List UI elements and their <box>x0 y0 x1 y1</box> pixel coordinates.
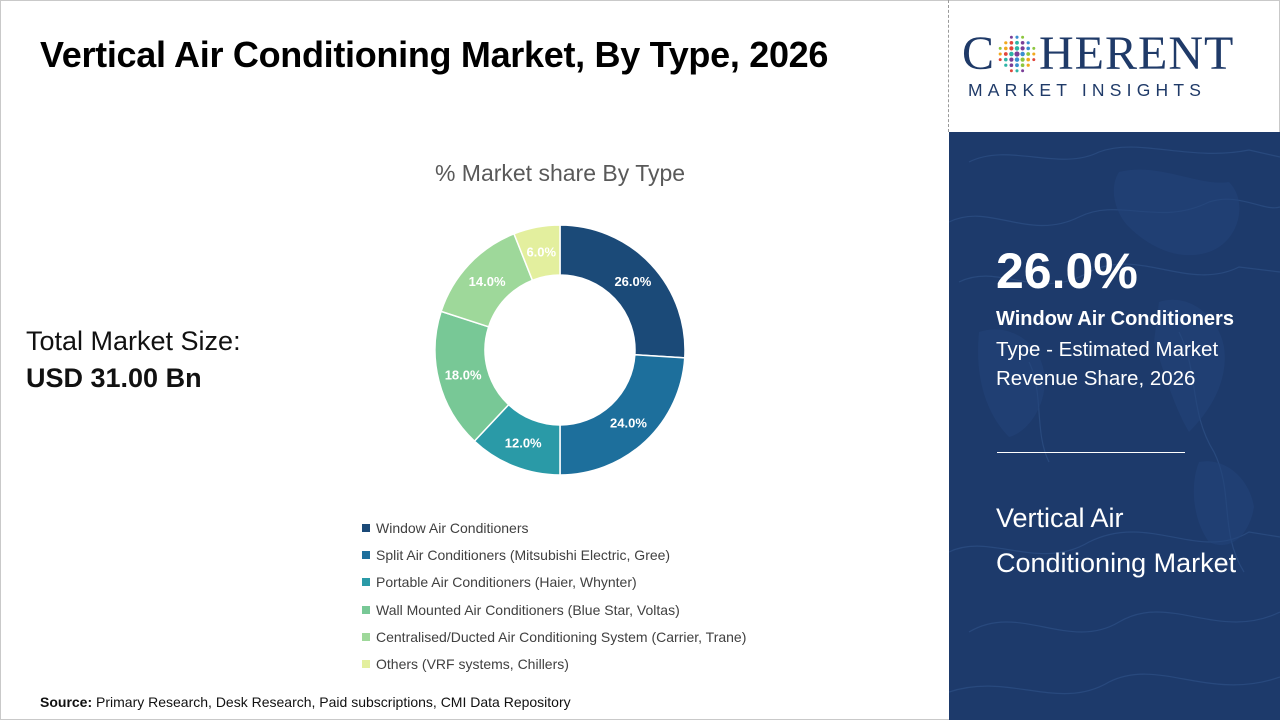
chart-title: % Market share By Type <box>434 160 686 186</box>
legend-item-1: Window Air Conditioners <box>362 514 746 541</box>
source-label: Source: <box>40 694 93 710</box>
legend-item-4: Wall Mounted Air Conditioners (Blue Star… <box>362 596 746 623</box>
highlight-panel: 26.0% Window Air Conditioners Type - Est… <box>949 132 1280 720</box>
legend-swatch <box>362 578 370 587</box>
donut-data-label-3: 12.0% <box>505 435 542 450</box>
market-size-label: Total Market Size: <box>26 326 241 356</box>
donut-data-label-5: 14.0% <box>469 274 506 289</box>
panel-divider <box>997 452 1185 453</box>
legend-label: Centralised/Ducted Air Conditioning Syst… <box>376 628 747 645</box>
legend-label: Portable Air Conditioners (Haier, Whynte… <box>376 574 637 591</box>
donut-data-label-6: 6.0% <box>526 244 556 259</box>
donut-chart: 26.0% 24.0% 12.0% 18.0% 14.0% 6.0% <box>434 224 686 476</box>
legend-label: Others (VRF systems, Chillers) <box>376 656 569 673</box>
logo-tagline: MARKET INSIGHTS <box>968 80 1207 100</box>
donut-data-label-2: 24.0% <box>610 415 647 430</box>
logo-letter-c: C <box>962 27 996 80</box>
legend-swatch <box>362 660 370 669</box>
panel-market-name: Vertical Air Conditioning Market <box>996 503 1237 578</box>
donut-slice-2 <box>559 353 686 476</box>
highlight-description: Type - Estimated Market Revenue Share, 2… <box>996 338 1219 390</box>
legend-swatch <box>362 523 370 532</box>
highlight-value: 26.0% <box>996 243 1138 299</box>
legend-item-5: Centralised/Ducted Air Conditioning Syst… <box>362 623 746 650</box>
globe-dots-icon <box>998 35 1036 73</box>
logo-letters: HERENT <box>1039 27 1235 80</box>
company-logo: C HERENT MARKET INSIGHTS <box>962 30 1266 102</box>
source-note: Source: Primary Research, Desk Research,… <box>40 694 571 710</box>
legend-item-3: Portable Air Conditioners (Haier, Whynte… <box>362 569 746 596</box>
legend-label: Window Air Conditioners <box>376 519 529 536</box>
legend-item-2: Split Air Conditioners (Mitsubishi Elect… <box>362 541 746 568</box>
logo-wordmark: C HERENT <box>962 30 1266 78</box>
legend-item-6: Others (VRF systems, Chillers) <box>362 650 746 677</box>
donut-data-label-1: 26.0% <box>614 274 651 289</box>
legend-swatch <box>362 605 370 614</box>
market-size-block: Total Market Size: USD 31.00 Bn <box>26 326 241 394</box>
chart-legend: Window Air Conditioners Split Air Conditi… <box>362 514 746 678</box>
page-title: Vertical Air Conditioning Market, By Typ… <box>40 34 829 75</box>
donut-slice-6 <box>513 224 561 282</box>
donut-data-label-4: 18.0% <box>445 367 482 382</box>
legend-swatch <box>362 550 370 559</box>
donut-slice-1 <box>559 224 686 359</box>
header-divider <box>948 0 949 132</box>
highlight-segment: Window Air Conditioners <box>996 308 1234 330</box>
legend-label: Wall Mounted Air Conditioners (Blue Star… <box>376 601 680 618</box>
source-text: Primary Research, Desk Research, Paid su… <box>92 694 571 710</box>
legend-label: Split Air Conditioners (Mitsubishi Elect… <box>376 546 671 563</box>
legend-swatch <box>362 632 370 641</box>
world-map-background <box>949 146 1280 695</box>
market-size-value: USD 31.00 Bn <box>26 363 202 393</box>
